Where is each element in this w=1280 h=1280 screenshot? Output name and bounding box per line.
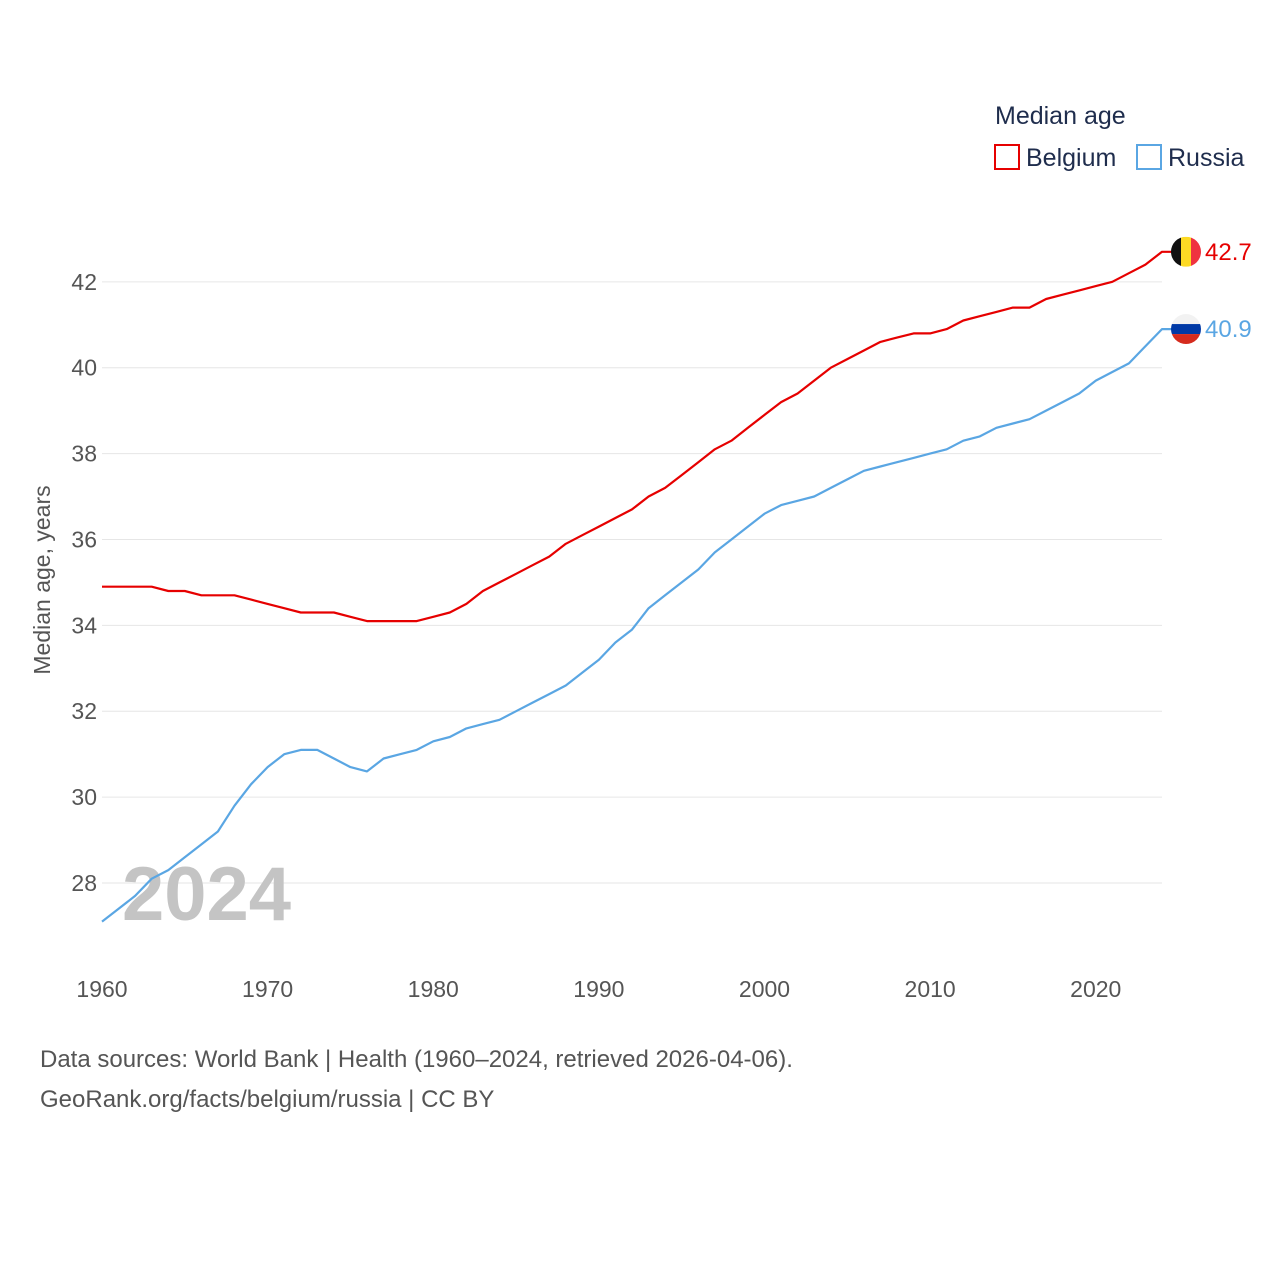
- legend-item-russia[interactable]: Russia: [1136, 144, 1245, 172]
- y-tick-label: 38: [71, 441, 97, 467]
- x-tick-label: 1970: [242, 976, 293, 1002]
- y-axis-ticks: 28 30 32 34 36 38 40 42: [71, 269, 97, 896]
- year-watermark: 2024: [122, 852, 291, 937]
- legend-swatch-russia: [1136, 144, 1162, 170]
- end-value-label-russia: 40.9: [1205, 316, 1252, 343]
- gridlines: [102, 281, 1162, 884]
- line-chart: 28 30 32 34 36 38 40 42 1960 1970 1980 1990 2000 201…: [29, 102, 1252, 1002]
- legend-swatch-belgium: [994, 144, 1020, 170]
- source-line-link[interactable]: GeoRank.org/facts/belgium/russia | CC BY: [40, 1086, 495, 1113]
- y-tick-label: 30: [71, 784, 97, 810]
- x-tick-label: 2000: [739, 976, 790, 1002]
- x-axis-ticks: 1960 1970 1980 1990 2000 2010 2020: [76, 976, 1121, 1002]
- y-axis-label: Median age, years: [29, 485, 55, 674]
- legend[interactable]: Median age Belgium Russia: [994, 102, 1245, 172]
- x-tick-label: 1960: [76, 976, 127, 1002]
- end-labels: 42.7 40.9: [1171, 236, 1252, 345]
- y-tick-label: 40: [71, 355, 97, 381]
- y-tick-label: 42: [71, 269, 97, 295]
- x-tick-label: 1980: [408, 976, 459, 1002]
- source-line-data: Data sources: World Bank | Health (1960–…: [40, 1046, 793, 1073]
- series-lines: [101, 250, 1172, 923]
- legend-item-belgium[interactable]: Belgium: [994, 144, 1116, 172]
- y-tick-label: 28: [71, 870, 97, 896]
- end-value-label-belgium: 42.7: [1205, 239, 1252, 266]
- y-tick-label: 34: [71, 612, 97, 638]
- source-note: Data sources: World Bank | Health (1960–…: [40, 1040, 793, 1120]
- legend-title: Median age: [995, 102, 1126, 130]
- russia-flag-icon: [1171, 314, 1201, 345]
- series-line-russia[interactable]: [101, 328, 1172, 923]
- legend-label-russia: Russia: [1168, 144, 1245, 172]
- series-line-belgium[interactable]: [102, 250, 1172, 623]
- belgium-flag-icon: [1171, 236, 1201, 267]
- x-tick-label: 2010: [905, 976, 956, 1002]
- y-tick-label: 36: [71, 526, 97, 552]
- x-tick-label: 2020: [1070, 976, 1121, 1002]
- legend-label-belgium: Belgium: [1026, 144, 1116, 172]
- x-tick-label: 1990: [573, 976, 624, 1002]
- y-tick-label: 32: [71, 698, 97, 724]
